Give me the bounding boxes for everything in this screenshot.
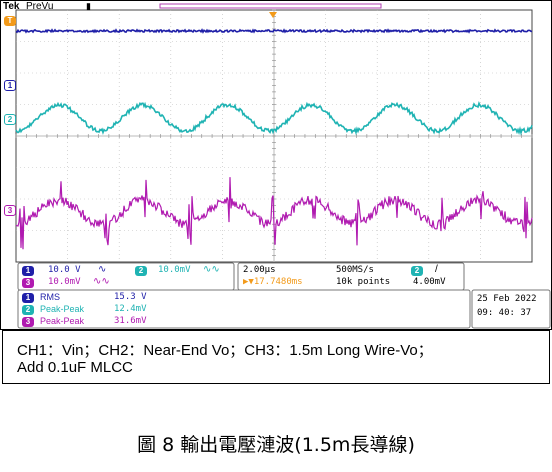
ch2-trace — [15, 101, 533, 136]
meas1-name[interactable]: RMS — [40, 292, 60, 302]
meas3-value: 31.6mV — [114, 316, 147, 326]
meas3-channel-badge: 3 — [22, 317, 34, 327]
trigger-position-marker — [269, 12, 277, 18]
measurement-panel — [17, 289, 471, 329]
oscilloscope-screenshot: Tek PreVu ▮ T 1 2 3 1 10.0 V ∿ 2 10.0mV … — [0, 0, 552, 330]
ch1-ground-marker[interactable]: 1 — [4, 80, 16, 91]
meas2-value: 12.4mV — [114, 304, 147, 314]
ch3-scale[interactable]: 10.0mV — [48, 277, 81, 287]
ch1-coupling-icon: ∿ — [98, 264, 107, 275]
sample-rate: 500MS/s — [336, 265, 374, 275]
time-readout: 09: 40: 37 — [477, 308, 532, 318]
ch1-scale[interactable]: 10.0 V — [48, 265, 81, 275]
brand-label: Tek — [3, 1, 20, 12]
channel-legend-box: CH1：Vin；CH2：Near-End Vo；CH3：1.5m Long Wi… — [2, 330, 550, 384]
ch2-scale[interactable]: 10.0mV — [158, 265, 191, 275]
ch2-coupling-icon: ∿∿ — [203, 264, 220, 275]
acquisition-mode: PreVu — [26, 1, 54, 12]
meas1-channel-badge: 1 — [22, 293, 34, 303]
legend-line-2: Add 0.1uF MLCC — [17, 359, 133, 376]
record-length: 10k points — [336, 277, 391, 287]
meas2-channel-badge: 2 — [22, 305, 34, 315]
run-state-icon: ▮ — [86, 1, 91, 11]
trigger-level-marker[interactable]: T — [4, 16, 16, 26]
ch2-ground-marker[interactable]: 2 — [4, 114, 16, 125]
legend-line-1: CH1：Vin；CH2：Near-End Vo；CH3：1.5m Long Wi… — [17, 342, 433, 359]
timebase-value[interactable]: 2.00µs — [243, 265, 276, 275]
figure-caption: 圖 8 輸出電壓漣波(1.5m長導線) — [137, 434, 415, 456]
meas2-name[interactable]: Peak-Peak — [40, 304, 85, 314]
meas3-name[interactable]: Peak-Peak — [40, 316, 85, 326]
ch2-badge[interactable]: 2 — [135, 266, 147, 276]
ch1-trace — [15, 28, 533, 34]
ch3-trace — [15, 177, 533, 250]
record-view-bar — [159, 3, 382, 9]
trigger-position[interactable]: ▶▼17.7480ms — [243, 277, 303, 287]
datetime-panel — [471, 289, 551, 329]
trigger-level[interactable]: 4.00mV — [413, 277, 446, 287]
date-readout: 25 Feb 2022 — [477, 294, 537, 304]
ch1-badge[interactable]: 1 — [22, 266, 34, 276]
meas1-value: 15.3 V — [114, 292, 147, 302]
ch3-coupling-icon: ∿∿ — [93, 276, 110, 287]
ch3-badge[interactable]: 3 — [22, 278, 34, 288]
trigger-source-badge[interactable]: 2 — [411, 266, 423, 276]
trigger-slope-icon: / — [435, 264, 438, 275]
scope-display — [0, 0, 552, 330]
ch3-ground-marker[interactable]: 3 — [4, 205, 16, 216]
